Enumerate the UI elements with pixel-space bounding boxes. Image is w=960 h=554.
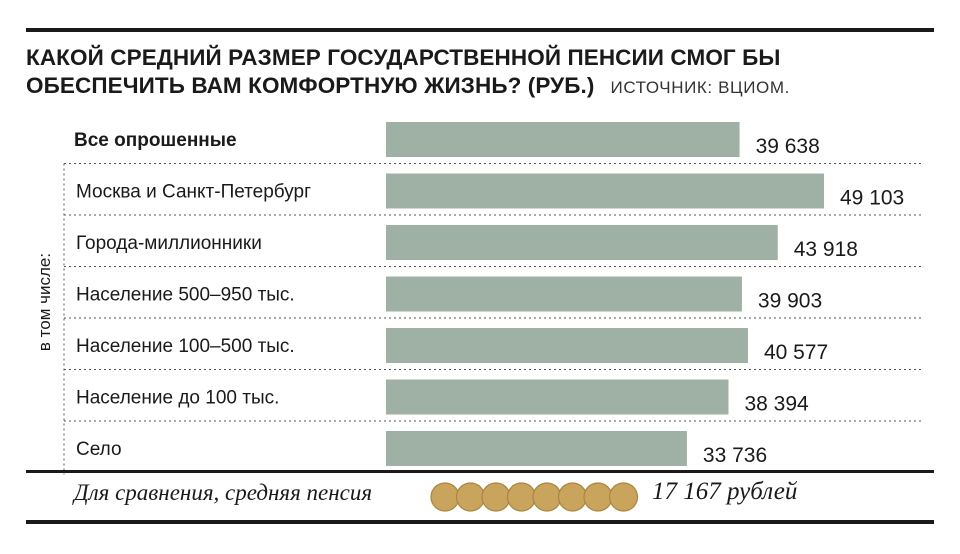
- row-dividers: [63, 163, 922, 475]
- title-line-2-text: ОБЕСПЕЧИТЬ ВАМ КОМФОРТНУЮ ЖИЗНЬ? (РУБ.): [26, 73, 595, 98]
- value-label: 39 903: [758, 290, 822, 313]
- value-label: 39 638: [756, 135, 820, 158]
- category-label: Население 500–950 тыс.: [76, 285, 295, 306]
- coin: [557, 482, 588, 512]
- coin: [608, 482, 639, 512]
- bar: [386, 328, 748, 363]
- bars-group: [386, 122, 824, 466]
- group-label: в том числе:: [35, 253, 54, 351]
- value-labels-group: 39 638 49 103 43 918 39 903 40 577 38 394 33 7…: [703, 135, 904, 467]
- category-label: Москва и Санкт-Петербург: [76, 182, 311, 203]
- bar: [386, 122, 740, 157]
- coin-stack-icon: [430, 482, 639, 512]
- middle-rule: [26, 470, 934, 473]
- category-label: Население до 100 тыс.: [76, 388, 279, 409]
- top-rule: [26, 28, 934, 32]
- category-label: Население 100–500 тыс.: [76, 336, 295, 357]
- category-label: Все опрошенные: [74, 130, 237, 151]
- bar: [386, 225, 778, 260]
- coin: [506, 482, 537, 512]
- source-label: ИСТОЧНИК: ВЦИОМ.: [610, 78, 790, 97]
- category-labels-group: Все опрошенные Москва и Санкт-Петербург Го…: [74, 130, 311, 460]
- coin: [430, 482, 460, 512]
- category-label: Города-миллионники: [76, 233, 262, 254]
- value-label: 43 918: [794, 238, 858, 261]
- value-label: 38 394: [744, 393, 809, 416]
- value-label: 33 736: [703, 444, 767, 467]
- coin: [481, 482, 511, 512]
- value-label: 49 103: [840, 187, 904, 210]
- bar: [386, 173, 824, 209]
- value-label: 40 577: [764, 341, 828, 364]
- bar: [386, 379, 729, 415]
- chart-title: КАКОЙ СРЕДНИЙ РАЗМЕР ГОСУДАРСТВЕННОЙ ПЕН…: [26, 44, 926, 102]
- bottom-rule: [26, 520, 934, 524]
- coin: [532, 482, 562, 512]
- comparison-value: 17 167 рублей: [652, 478, 798, 505]
- bar: [386, 431, 687, 466]
- coin: [455, 482, 486, 512]
- comparison-label: Для сравнения, средняя пенсия: [74, 480, 373, 505]
- bar: [386, 276, 742, 312]
- coin: [583, 482, 613, 512]
- title-line-1: КАКОЙ СРЕДНИЙ РАЗМЕР ГОСУДАРСТВЕННОЙ ПЕН…: [26, 45, 781, 70]
- title-line-2: ОБЕСПЕЧИТЬ ВАМ КОМФОРТНУЮ ЖИЗНЬ? (РУБ.) И…: [26, 72, 926, 102]
- category-label: Село: [76, 439, 122, 460]
